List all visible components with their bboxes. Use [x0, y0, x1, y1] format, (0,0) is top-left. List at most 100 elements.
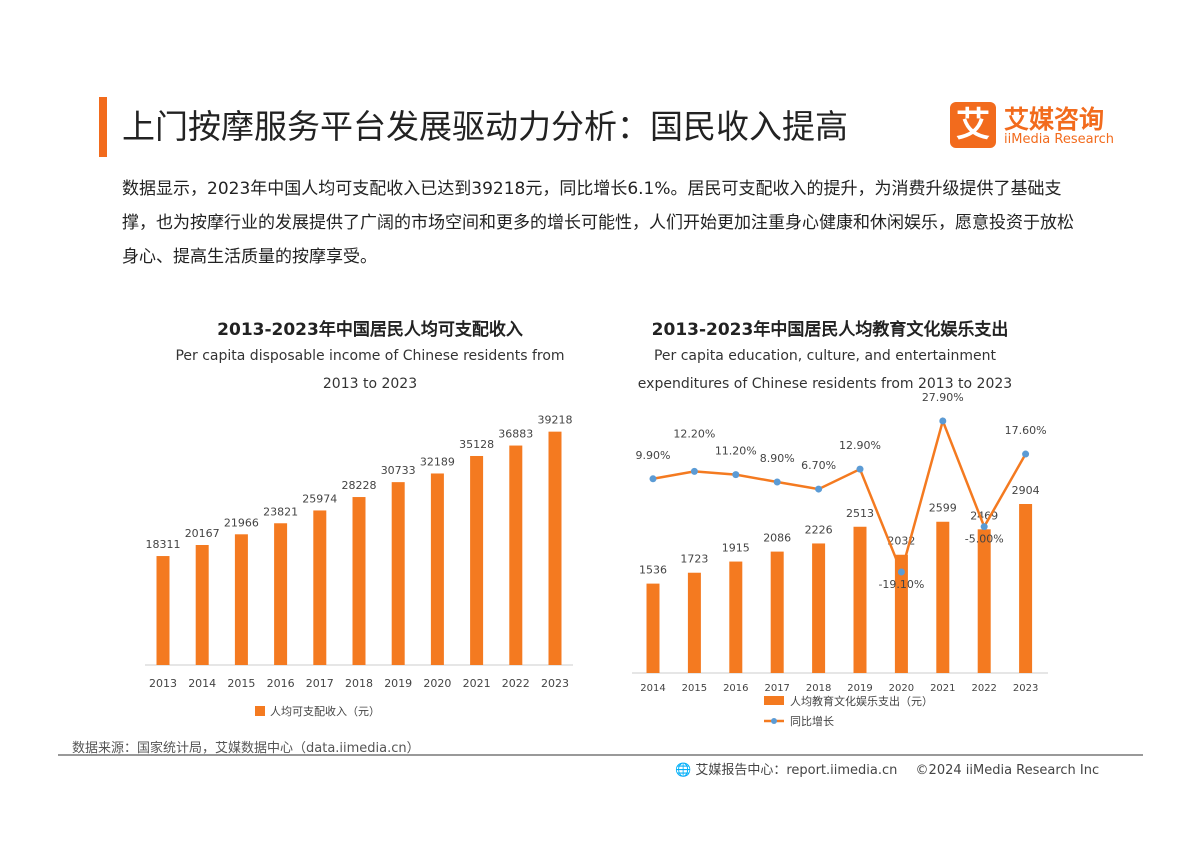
chart2-growth-marker: [649, 475, 657, 483]
chart1-data-label: 20167: [185, 527, 220, 540]
chart1-x-tick: 2023: [541, 677, 569, 690]
chart2-subtitle: Per capita education, culture, and enter…: [637, 348, 1013, 392]
chart2-growth-label: 9.90%: [636, 449, 671, 462]
logo-cn: 艾媒咨询: [1004, 105, 1105, 134]
chart2-x-tick: 2019: [847, 683, 872, 694]
page-title: 上门按摩服务平台发展驱动力分析：国民收入提高: [122, 107, 848, 146]
chart1-bar: [156, 556, 170, 665]
footer-report[interactable]: 艾媒报告中心：report.iimedia.cn: [695, 763, 898, 778]
chart2-bar: [812, 543, 826, 673]
chart1-bar: [313, 510, 327, 665]
chart2-bar: [1019, 504, 1033, 673]
chart2-bar: [729, 561, 743, 673]
chart1-data-label: 39218: [538, 414, 573, 427]
chart2-legend-line-label: 同比增长: [790, 714, 834, 728]
chart1-x-tick: 2019: [384, 677, 412, 690]
chart2-x-tick: 2014: [640, 683, 665, 694]
chart2-legend-bar-label: 人均教育文化娱乐支出（元）: [790, 694, 933, 708]
chart2-legend-line-marker: [771, 718, 777, 724]
chart1-data-label: 28228: [342, 479, 377, 492]
footer: 🌐 艾媒报告中心：report.iimedia.cn ©2024 iiMedia…: [675, 759, 1099, 778]
chart1-title: 2013-2023年中国居民人均可支配收入: [217, 320, 523, 340]
chart1-legend-swatch: [255, 706, 265, 716]
chart1-subtitle: Per capita disposable income of Chinese …: [175, 348, 565, 392]
chart2-x-tick: 2021: [930, 683, 955, 694]
chart2-growth-marker: [856, 465, 864, 473]
chart2-bar: [894, 554, 908, 673]
chart2-bar: [646, 583, 660, 673]
chart2-x-tick: 2016: [723, 683, 748, 694]
chart2-x-tick: 2017: [764, 683, 789, 694]
chart2-bar: [977, 529, 991, 673]
chart2-bar-label: 2599: [929, 502, 957, 515]
chart2-x-tick: 2022: [971, 683, 996, 694]
chart1-bar: [430, 473, 444, 665]
chart1-data-label: 21966: [224, 516, 259, 529]
chart2-growth-marker: [815, 485, 823, 493]
chart1-x-tick: 2013: [149, 677, 177, 690]
chart1-data-label: 32189: [420, 455, 455, 468]
chart1-bar: [391, 482, 405, 665]
chart2-x-tick: 2023: [1013, 683, 1038, 694]
footer-copyright: ©2024 iiMedia Research Inc: [915, 763, 1100, 778]
chart1-data-label: 25974: [302, 492, 337, 505]
chart2-bar: [853, 526, 867, 673]
intro-paragraph: 数据显示，2023年中国人均可支配收入已达到39218元，同比增长6.1%。居民…: [122, 179, 1074, 267]
chart1-bar: [195, 545, 209, 665]
chart2-legend-bar-swatch: [764, 696, 784, 705]
chart2-growth-label: 12.90%: [839, 439, 881, 452]
chart1-bar: [234, 534, 248, 665]
chart2-growth-label: -19.10%: [878, 578, 924, 591]
data-source: 数据来源：国家统计局，艾媒数据中心（data.iimedia.cn）: [72, 741, 420, 756]
chart2-bar-label: 1915: [722, 542, 750, 555]
chart1-bar: [548, 431, 562, 665]
chart1-data-label: 30733: [381, 464, 416, 477]
chart1-x-tick: 2018: [345, 677, 373, 690]
chart2-bar-label: 2904: [1012, 484, 1040, 497]
chart1-x-tick: 2022: [502, 677, 530, 690]
footer-divider: [58, 754, 1143, 756]
logo-mark: 艾: [950, 102, 996, 148]
chart2-growth-line: [652, 416, 1027, 576]
chart2-bar: [687, 572, 701, 673]
chart2-growth-marker: [773, 478, 781, 486]
logo-en: iiMedia Research: [1004, 132, 1115, 147]
chart1-legend-label: 人均可支配收入（元）: [270, 704, 380, 718]
chart2-growth-label: 6.70%: [801, 459, 836, 472]
chart2-growth-marker: [980, 523, 988, 531]
chart2-growth-label: 8.90%: [760, 452, 795, 465]
chart2-bar-label: 2513: [846, 507, 874, 520]
chart1-bar: [352, 497, 366, 665]
chart2-bar-label: 2086: [763, 532, 791, 545]
chart1-bar: [470, 455, 484, 665]
chart2-x-tick: 2015: [682, 683, 707, 694]
chart1-bar: [509, 445, 523, 665]
chart2-growth-label: -5.00%: [965, 533, 1004, 546]
chart1-x-tick: 2021: [463, 677, 491, 690]
chart1-data-label: 18311: [146, 538, 181, 551]
chart2-bar: [770, 551, 784, 673]
chart1-x-tick: 2015: [227, 677, 255, 690]
chart2-growth-marker: [939, 417, 947, 425]
chart2-growth-label: 17.60%: [1005, 424, 1047, 437]
chart1-x-tick: 2020: [423, 677, 451, 690]
chart2-growth-marker: [732, 471, 740, 479]
globe-icon: 🌐: [675, 763, 692, 778]
chart2-bar-label: 1536: [639, 564, 667, 577]
chart2-growth-marker: [690, 467, 698, 475]
chart2-growth-label: 12.20%: [673, 427, 715, 440]
chart1-bar: [274, 523, 288, 665]
chart2-growth-marker: [897, 568, 905, 576]
chart2-growth-label: 11.20%: [715, 445, 757, 458]
chart2-growth-label: 27.90%: [922, 391, 964, 404]
chart2-bar-label: 1723: [680, 553, 708, 566]
chart1-data-label: 23821: [263, 505, 298, 518]
chart2-bar-label: 2226: [805, 523, 833, 536]
chart1-data-label: 36883: [498, 428, 533, 441]
chart1-x-tick: 2016: [267, 677, 295, 690]
chart2-x-tick: 2018: [806, 683, 831, 694]
chart2-title: 2013-2023年中国居民人均教育文化娱乐支出: [651, 320, 1009, 340]
chart2-growth-marker: [1022, 450, 1030, 458]
